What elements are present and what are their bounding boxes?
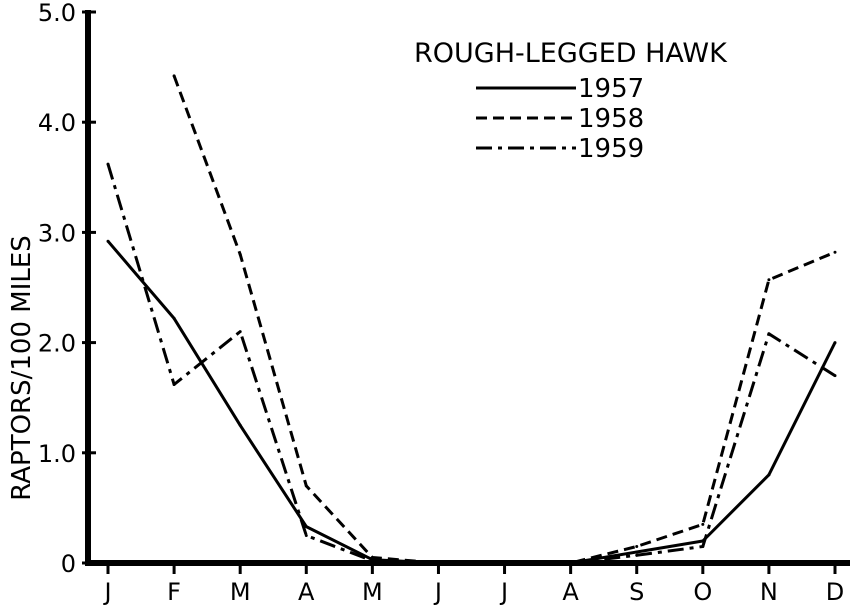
data-point xyxy=(701,522,705,526)
series-lines xyxy=(106,74,837,565)
y-tick-label: 4.0 xyxy=(38,109,76,137)
data-point xyxy=(833,374,837,378)
y-tick-label: 1.0 xyxy=(38,440,76,468)
data-point xyxy=(767,473,771,477)
data-point xyxy=(172,382,176,386)
y-tick-label: 2.0 xyxy=(38,330,76,358)
legend-label-1957: 1957 xyxy=(578,74,644,104)
x-tick-label: J xyxy=(499,578,508,606)
legend-title: ROUGH-LEGGED HAWK xyxy=(414,38,728,69)
series-line-1959 xyxy=(106,163,836,565)
legend-label-1958: 1958 xyxy=(578,104,644,134)
data-point xyxy=(701,544,705,548)
series-line-1958 xyxy=(172,75,836,565)
data-point xyxy=(106,239,110,243)
y-ticks: 0 1.0 2.0 3.0 4.0 5.0 xyxy=(38,0,96,578)
y-tick-label: 3.0 xyxy=(38,219,76,247)
axes xyxy=(85,10,850,566)
x-tick-label: A xyxy=(298,578,315,606)
data-point xyxy=(172,74,176,78)
x-tick-label: M xyxy=(230,578,251,606)
data-point xyxy=(569,561,573,565)
x-tick-label: M xyxy=(362,578,383,606)
data-point xyxy=(304,533,308,537)
data-point xyxy=(833,250,837,254)
data-point xyxy=(370,559,374,563)
data-point xyxy=(436,561,440,565)
y-tick-label: 0 xyxy=(61,550,76,578)
legend-label-1959: 1959 xyxy=(578,134,644,164)
x-tick-label: A xyxy=(562,578,579,606)
data-point xyxy=(767,278,771,282)
data-point xyxy=(833,341,837,345)
x-tick-label: J xyxy=(102,578,111,606)
data-point xyxy=(106,162,110,166)
series-line-1957 xyxy=(106,240,837,565)
data-point xyxy=(370,555,374,559)
y-tick-label: 5.0 xyxy=(38,0,76,27)
x-tick-label: O xyxy=(693,578,712,606)
data-point xyxy=(767,332,771,336)
x-tick-label: D xyxy=(826,578,844,606)
data-point xyxy=(635,544,639,548)
data-point xyxy=(304,484,308,488)
data-point xyxy=(635,553,639,557)
data-point xyxy=(172,316,176,320)
x-tick-label: F xyxy=(167,578,181,606)
data-point xyxy=(635,550,639,554)
x-tick-label: N xyxy=(760,578,778,606)
data-point xyxy=(304,525,308,529)
data-point xyxy=(503,561,507,565)
data-point xyxy=(238,330,242,334)
data-point xyxy=(238,252,242,256)
x-tick-label: J xyxy=(433,578,442,606)
y-axis-title: RAPTORS/100 MILES xyxy=(7,235,37,501)
data-point xyxy=(238,423,242,427)
x-tick-label: S xyxy=(629,578,644,606)
